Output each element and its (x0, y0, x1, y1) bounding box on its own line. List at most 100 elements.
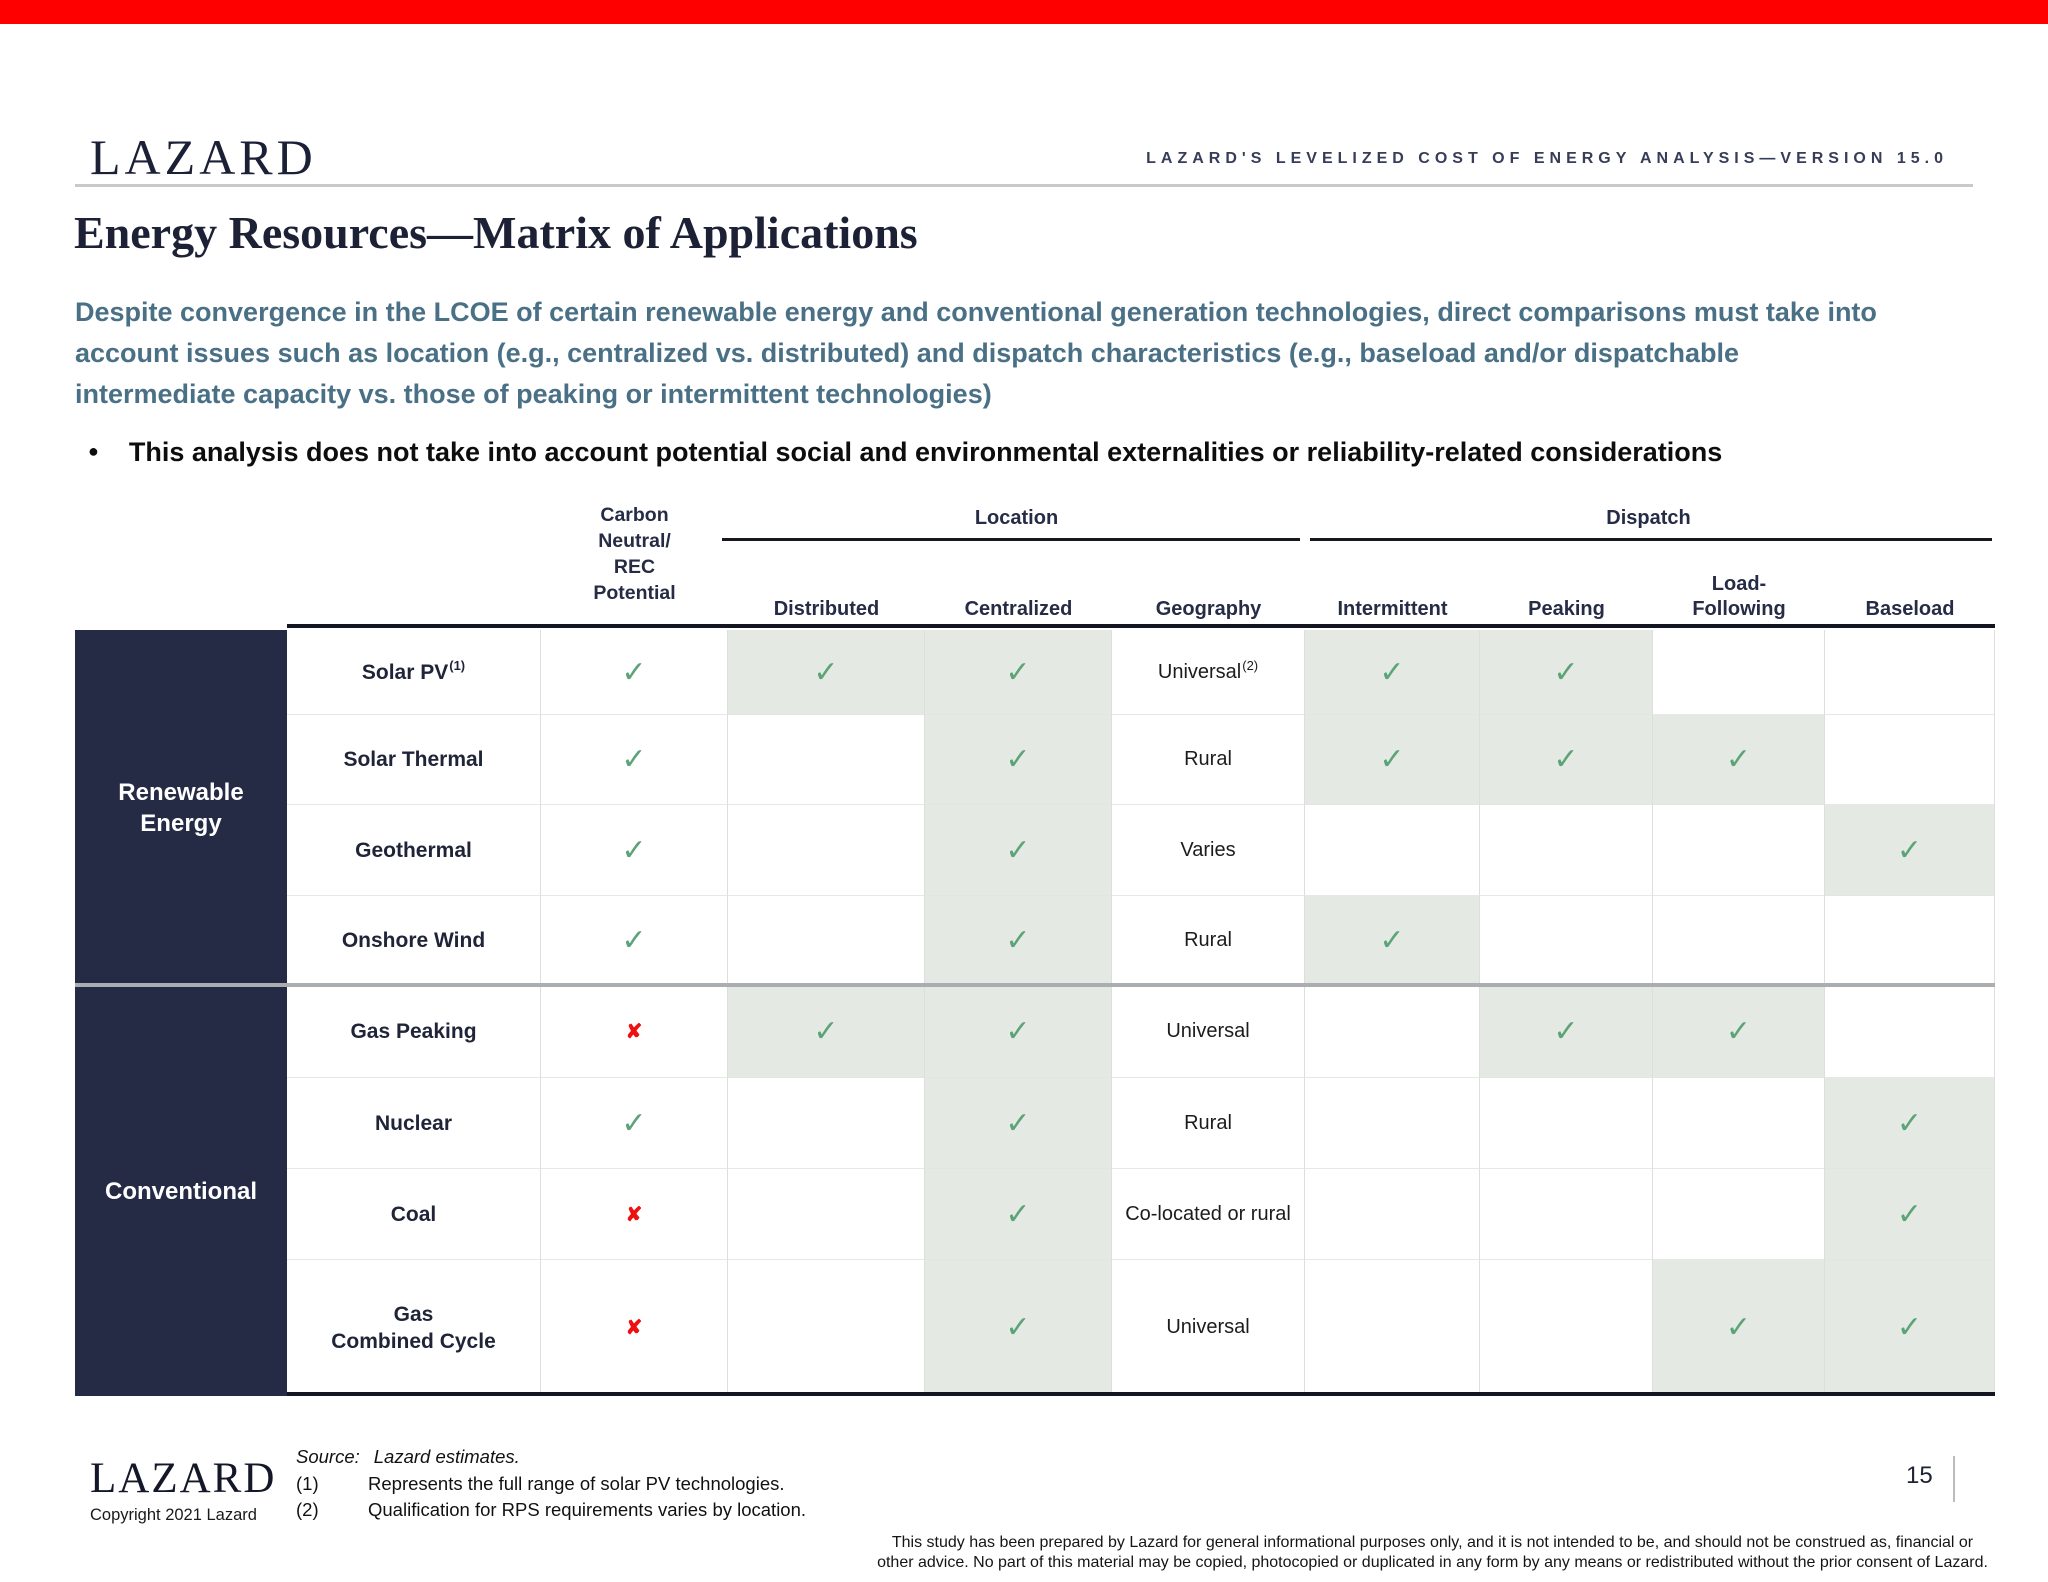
check-icon: ✓ (1005, 1106, 1031, 1140)
top-red-bar (0, 0, 2048, 24)
table-row: Gas Combined Cycle ✘ ✓ Universal ✓ ✓ (287, 1260, 1995, 1396)
column-header-carbon: Carbon Neutral/ REC Potential (593, 504, 676, 604)
check-icon: ✓ (813, 1015, 839, 1048)
cell-distributed (728, 805, 925, 896)
geography-value: Rural (1184, 748, 1232, 770)
cell-baseload (1825, 896, 1995, 986)
cell-intermittent (1305, 1169, 1480, 1260)
bullet-text: This analysis does not take into account… (128, 437, 1723, 467)
check-icon: ✓ (1379, 655, 1405, 689)
geography-cell: Rural (1112, 1078, 1305, 1169)
geography-value: Co-located or rural (1125, 1202, 1291, 1225)
geography-cell: Co-located or rural (1112, 1169, 1305, 1260)
geography-value: Universal (1166, 1020, 1250, 1042)
cell-baseload: ✓ (1825, 1260, 1995, 1396)
carbon-cell: ✘ (541, 1169, 728, 1260)
cell-load_following: ✓ (1653, 1260, 1825, 1396)
check-icon: ✓ (1005, 1197, 1031, 1231)
cell-peaking (1480, 896, 1653, 986)
column-header-peaking: Peaking (1528, 598, 1605, 620)
disclaimer-line: other advice. No part of this material m… (877, 1554, 1988, 1571)
cell-centralized: ✓ (925, 715, 1112, 805)
table-row: Geothermal ✓ ✓ Varies ✓ (287, 805, 1995, 896)
cell-baseload (1825, 630, 1995, 715)
cell-baseload: ✓ (1825, 1078, 1995, 1169)
geography-value: Rural (1184, 929, 1232, 951)
footnote-number: (2) (296, 1499, 319, 1520)
cell-load_following (1653, 805, 1825, 896)
geography-cell: Universal (2) (1112, 630, 1305, 715)
column-header-load-following: Load- Following (1692, 573, 1786, 620)
table-bottom-border (287, 1392, 1995, 1396)
cell-distributed (728, 715, 925, 805)
cell-peaking (1480, 1260, 1653, 1396)
carbon-cell: ✓ (541, 715, 728, 805)
cell-baseload: ✓ (1825, 805, 1995, 896)
subtitle-line: Despite convergence in the LCOE of certa… (75, 297, 1877, 327)
footnote-text: Qualification for RPS requirements varie… (368, 1499, 807, 1520)
cell-distributed: ✓ (728, 986, 925, 1078)
geography-cell: Universal (1112, 1260, 1305, 1396)
tech-name: Gas Peaking (350, 1020, 477, 1043)
category-renewable-energy: Renewable Energy (75, 630, 287, 986)
column-header-intermittent: Intermittent (1337, 598, 1448, 620)
footnote-1: (1) Represents the full range of solar P… (296, 1473, 785, 1495)
tech-name-cell: Geothermal (287, 805, 541, 896)
geography-value: Universal (1157, 660, 1242, 683)
carbon-cell: ✘ (541, 986, 728, 1078)
tech-name: Solar Thermal (343, 748, 484, 771)
x-icon: ✘ (625, 1021, 643, 1043)
page-number: 15 (1906, 1462, 1933, 1489)
tech-name-cell: Coal (287, 1169, 541, 1260)
check-icon: ✓ (1005, 924, 1031, 957)
check-icon: ✓ (1896, 1311, 1923, 1344)
category-conventional: Conventional (75, 986, 287, 1396)
cell-centralized: ✓ (925, 1078, 1112, 1169)
footnote-2: (2) Qualification for RPS requirements v… (296, 1499, 806, 1521)
check-icon: ✓ (1005, 743, 1031, 776)
bullet-icon: ● (88, 441, 99, 461)
footnote-text: Represents the full range of solar PV te… (368, 1473, 785, 1494)
check-icon: ✓ (1725, 743, 1752, 776)
cell-load_following (1653, 896, 1825, 986)
page-number-divider (1953, 1456, 1955, 1502)
cell-load_following (1653, 630, 1825, 715)
header-bottom-border (287, 624, 1995, 628)
table-row: Nuclear ✓ ✓ Rural ✓ (287, 1078, 1995, 1169)
tech-name: Coal (390, 1202, 437, 1226)
bullet-point: ● This analysis does not take into accoun… (88, 437, 1722, 468)
source-value: Lazard estimates. (373, 1446, 520, 1467)
cell-intermittent (1305, 986, 1480, 1078)
carbon-cell: ✓ (541, 630, 728, 715)
column-header-distributed: Distributed (773, 598, 880, 620)
check-icon: ✓ (1896, 1106, 1923, 1140)
tech-name-cell: Gas Combined Cycle (287, 1260, 541, 1396)
check-icon: ✓ (621, 924, 647, 957)
tech-name-cell: Nuclear (287, 1078, 541, 1169)
cell-peaking: ✓ (1480, 986, 1653, 1078)
cell-peaking (1480, 1169, 1653, 1260)
cell-intermittent (1305, 1260, 1480, 1396)
cell-load_following (1653, 1078, 1825, 1169)
tech-name: Nuclear (374, 1111, 453, 1135)
cell-peaking: ✓ (1480, 630, 1653, 715)
subtitle-line: intermediate capacity vs. those of peaki… (75, 379, 992, 409)
footnote-number: (1) (296, 1473, 319, 1494)
check-icon: ✓ (1553, 1015, 1579, 1048)
geography-cell: Rural (1112, 715, 1305, 805)
tech-name-cell: Onshore Wind (287, 896, 541, 986)
cell-distributed (728, 1169, 925, 1260)
dispatch-group-label: Dispatch (1606, 507, 1691, 529)
source-label: Source: (296, 1446, 360, 1467)
table-header: Carbon Neutral/ REC Potential Location D… (75, 500, 1995, 630)
carbon-cell: ✓ (541, 805, 728, 896)
cell-intermittent: ✓ (1305, 896, 1480, 986)
carbon-cell: ✘ (541, 1260, 728, 1396)
header-analysis-title: LAZARD'S LEVELIZED COST OF ENERGY ANALYS… (1146, 150, 1948, 167)
check-icon: ✓ (621, 743, 647, 776)
disclaimer: This study has been prepared by Lazard f… (830, 1533, 2035, 1573)
dispatch-underline (1310, 538, 1992, 541)
tech-name-cell: Solar Thermal (287, 715, 541, 805)
geography-cell: Varies (1112, 805, 1305, 896)
